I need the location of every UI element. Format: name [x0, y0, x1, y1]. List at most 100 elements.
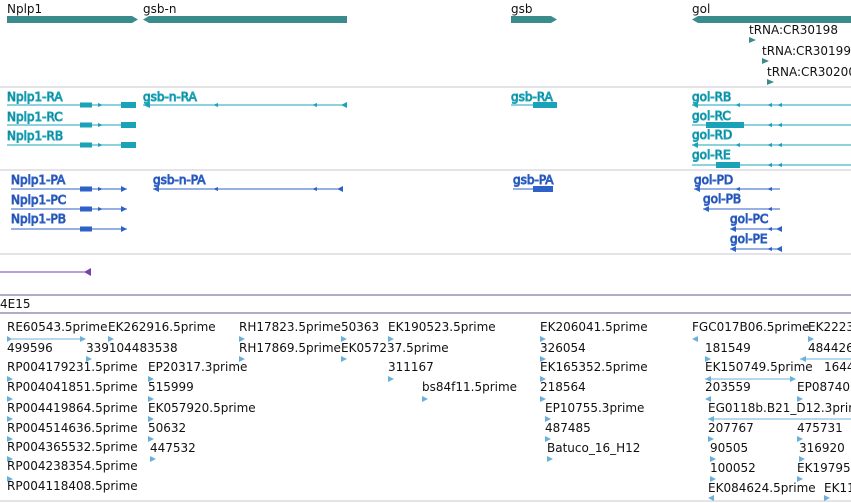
transcript-label[interactable]: gsb-n-RA	[143, 90, 199, 105]
protein-nplp1-pb[interactable]	[11, 226, 127, 232]
est-label[interactable]: RP004238354.5prime	[7, 459, 138, 473]
feature-line[interactable]	[0, 268, 91, 276]
protein-gol-pb[interactable]	[703, 206, 780, 212]
est-label[interactable]: EK19795	[797, 461, 851, 475]
est-label[interactable]: 487485	[545, 421, 591, 435]
gene-label-nplp1[interactable]: Nplp1	[7, 2, 42, 16]
protein-gol-pe[interactable]	[730, 246, 782, 252]
gene-trna-cr30198[interactable]	[749, 37, 756, 43]
est-label[interactable]: RE60543.5prime	[7, 320, 108, 334]
transcript-gsb-ra[interactable]	[511, 102, 557, 108]
transcript-nplp1-ra[interactable]	[7, 102, 136, 108]
protein-label[interactable]: gol-PC	[730, 212, 769, 227]
est-label[interactable]: RP004041851.5prime	[7, 380, 138, 394]
est-label[interactable]: 499596	[7, 341, 53, 355]
transcript-gsb-n-ra[interactable]	[143, 102, 347, 108]
protein-gsb-n-pa[interactable]	[153, 186, 343, 192]
est-label[interactable]: EK165352.5prime	[540, 360, 648, 374]
est-marks-row-4[interactable]	[7, 396, 803, 402]
transcript-gol-rd[interactable]	[692, 142, 851, 148]
est-label[interactable]: EK190523.5prime	[388, 320, 496, 334]
protein-label[interactable]: gol-PE	[730, 232, 768, 247]
est-label[interactable]: EK084624.5prime	[708, 481, 816, 495]
est-label[interactable]: EK206041.5prime	[540, 320, 648, 334]
est-label[interactable]: RH17869.5prime	[239, 341, 341, 355]
gene-nplp1[interactable]	[7, 16, 138, 23]
est-marks-row-2[interactable]	[86, 356, 851, 362]
est-marks-row-8[interactable]	[7, 476, 803, 482]
gene-trna-cr30200[interactable]	[767, 79, 774, 85]
est-label[interactable]: 326054	[540, 341, 586, 355]
est-label[interactable]: 316920	[799, 441, 845, 455]
transcript-label[interactable]: gol-RC	[692, 109, 732, 124]
gene-gsb[interactable]	[511, 16, 557, 23]
gene-label-trna-cr30198[interactable]: tRNA:CR30198	[749, 23, 838, 37]
transcript-label[interactable]: gsb-RA	[511, 90, 555, 105]
est-label[interactable]: EK11	[824, 481, 851, 495]
protein-label[interactable]: gol-PB	[703, 192, 742, 207]
est-label[interactable]: 339104483538	[86, 341, 178, 355]
est-label[interactable]: 90505	[710, 441, 748, 455]
est-label[interactable]: EK2223	[808, 320, 851, 334]
est-marks-row-7[interactable]	[7, 456, 805, 462]
protein-gsb-pa[interactable]	[513, 186, 553, 192]
est-label[interactable]: 311167	[388, 360, 434, 374]
est-label[interactable]: RP004365532.5prime	[7, 440, 138, 454]
est-label[interactable]: RH17823.5prime	[239, 320, 341, 334]
transcript-gol-rb[interactable]	[692, 102, 851, 108]
est-label[interactable]: 50632	[148, 421, 186, 435]
est-label[interactable]: EP08740	[797, 380, 850, 394]
gene-label-gsb-n[interactable]: gsb-n	[143, 2, 176, 16]
est-label[interactable]: 207767	[708, 421, 754, 435]
transcript-label[interactable]: gol-RE	[692, 148, 732, 163]
est-label[interactable]: 515999	[148, 380, 194, 394]
protein-label[interactable]: gol-PD	[694, 173, 734, 188]
protein-gol-pd[interactable]	[694, 186, 780, 192]
protein-gol-pc[interactable]	[730, 226, 782, 232]
est-label[interactable]: FGC017B06.5prime	[692, 320, 809, 334]
est-label[interactable]: EK057237.5prime	[341, 341, 449, 355]
transcript-label[interactable]: Nplp1-RC	[7, 110, 64, 125]
est-label[interactable]: 218564	[540, 380, 586, 394]
est-label[interactable]: 1644	[824, 360, 851, 374]
protein-label[interactable]: Nplp1-PB	[11, 212, 67, 227]
est-label[interactable]: 181549	[705, 341, 751, 355]
est-label[interactable]: RP004179231.5prime	[7, 360, 138, 374]
est-marks-row-9[interactable]	[708, 495, 830, 501]
transcript-nplp1-rc[interactable]	[7, 122, 136, 128]
est-label[interactable]: EK150749.5prime	[705, 360, 813, 374]
protein-nplp1-pc[interactable]	[11, 206, 127, 212]
protein-label[interactable]: Nplp1-PC	[11, 193, 67, 208]
est-label[interactable]: 203559	[705, 380, 751, 394]
est-marks-row-6[interactable]	[7, 436, 803, 442]
est-label[interactable]: EK057920.5prime	[148, 401, 256, 415]
est-label[interactable]: RP004419864.5prime	[7, 401, 138, 415]
gene-label-gsb[interactable]: gsb	[511, 2, 533, 16]
est-label[interactable]: Batuco_16_H12	[547, 441, 640, 455]
protein-label[interactable]: Nplp1-PA	[11, 173, 67, 188]
est-marks-row-5[interactable]	[7, 416, 851, 422]
protein-label[interactable]: gsb-n-PA	[153, 173, 207, 188]
est-marks-row-1[interactable]	[7, 336, 814, 342]
est-label[interactable]: RP004118408.5prime	[7, 479, 138, 493]
est-label[interactable]: 50363	[341, 320, 379, 334]
est-label[interactable]: 447532	[150, 441, 196, 455]
est-label[interactable]: EP20317.3prime	[148, 360, 247, 374]
est-label[interactable]: EP10755.3prime	[545, 401, 644, 415]
gene-trna-cr30199[interactable]	[762, 58, 769, 64]
transcript-label[interactable]: Nplp1-RA	[7, 90, 64, 105]
est-label[interactable]: 100052	[710, 461, 756, 475]
protein-nplp1-pa[interactable]	[11, 186, 127, 192]
est-label[interactable]: EK262916.5prime	[108, 320, 216, 334]
gene-label-trna-cr30199[interactable]: tRNA:CR30199	[762, 44, 851, 58]
protein-label[interactable]: gsb-PA	[513, 173, 555, 188]
est-label[interactable]: RP004514636.5prime	[7, 421, 138, 435]
transcript-label[interactable]: gol-RD	[692, 128, 733, 143]
gene-gol[interactable]	[692, 16, 851, 23]
transcript-gol-re[interactable]	[692, 162, 851, 168]
est-marks-row-3[interactable]	[7, 376, 796, 382]
transcript-label[interactable]: gol-RB	[692, 90, 732, 105]
est-label[interactable]: bs84f11.5prime	[422, 380, 517, 394]
est-label[interactable]: 475731	[797, 421, 843, 435]
transcript-label[interactable]: Nplp1-RB	[7, 129, 64, 144]
